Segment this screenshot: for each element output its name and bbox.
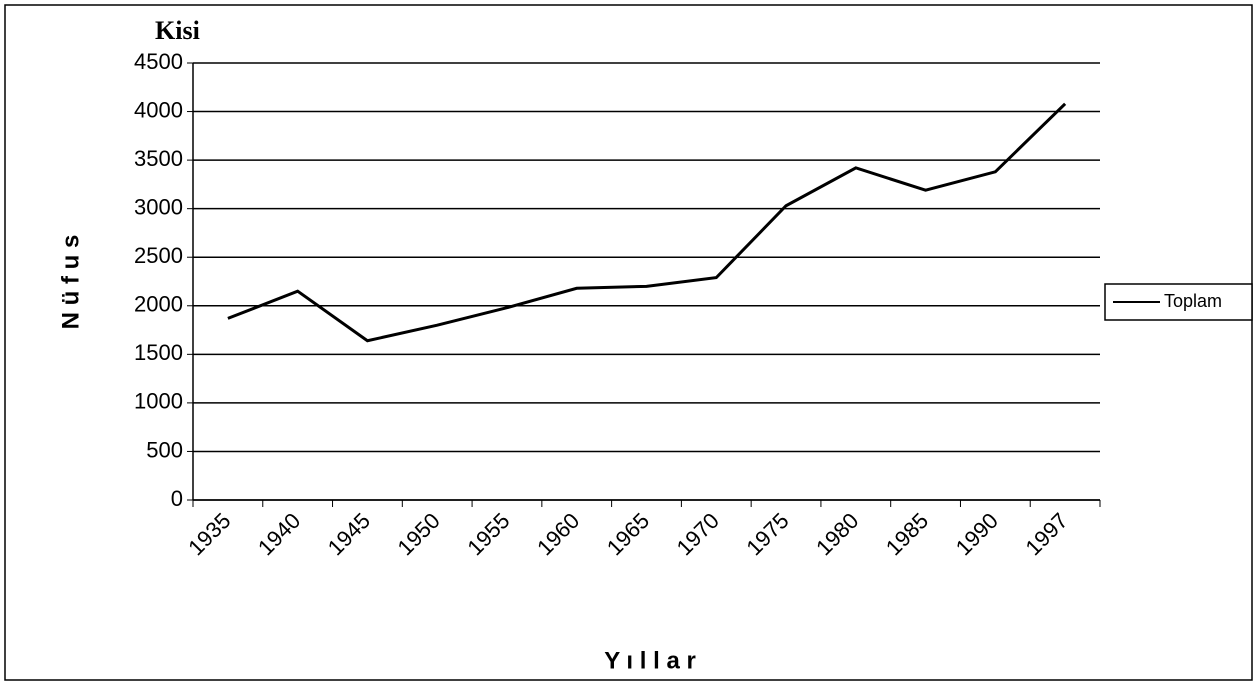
y-tick-label: 3000: [134, 194, 183, 219]
y-tick-label: 4500: [134, 49, 183, 74]
legend-label: Toplam: [1164, 291, 1222, 311]
chart-title: Kisi: [155, 16, 200, 45]
y-tick-label: 500: [146, 437, 183, 462]
y-axis-label: N ü f u s: [57, 235, 84, 330]
y-tick-label: 2000: [134, 292, 183, 317]
x-axis-label: Y ı l l a r: [604, 647, 696, 674]
y-tick-label: 0: [171, 486, 183, 511]
y-tick-label: 2500: [134, 243, 183, 268]
chart-frame: [4, 4, 1253, 681]
y-tick-label: 1500: [134, 340, 183, 365]
y-tick-label: 1000: [134, 389, 183, 414]
y-tick-label: 3500: [134, 146, 183, 171]
y-tick-label: 4000: [134, 97, 183, 122]
data-line: [227, 102, 1067, 343]
